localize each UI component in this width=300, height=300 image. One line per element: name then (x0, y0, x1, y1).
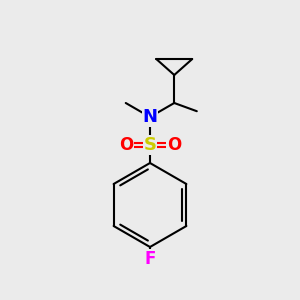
Text: F: F (144, 250, 156, 268)
Text: S: S (143, 136, 157, 154)
Text: N: N (142, 108, 158, 126)
Text: O: O (119, 136, 133, 154)
Text: O: O (167, 136, 181, 154)
